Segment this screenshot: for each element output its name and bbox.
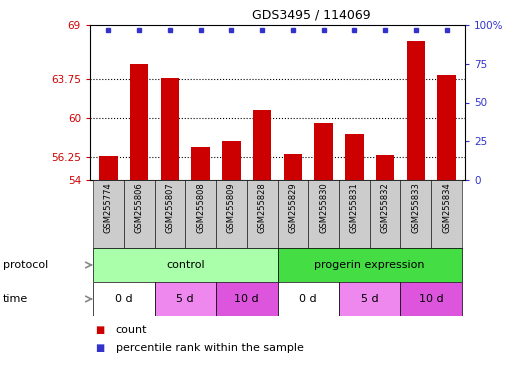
Bar — [284, 154, 302, 180]
Text: 10 d: 10 d — [419, 294, 444, 304]
Text: GSM255830: GSM255830 — [319, 182, 328, 233]
Text: GSM255809: GSM255809 — [227, 182, 236, 233]
Bar — [130, 64, 148, 180]
Bar — [401, 282, 462, 316]
Text: control: control — [166, 260, 205, 270]
Text: GSM255806: GSM255806 — [135, 182, 144, 233]
Bar — [216, 180, 247, 248]
Text: ■: ■ — [95, 343, 104, 353]
Text: GSM255833: GSM255833 — [411, 182, 420, 233]
Text: time: time — [3, 294, 28, 304]
Bar — [278, 180, 308, 248]
Text: 0 d: 0 d — [300, 294, 317, 304]
Bar — [216, 282, 278, 316]
Text: GSM255834: GSM255834 — [442, 182, 451, 233]
Text: GSM255807: GSM255807 — [165, 182, 174, 233]
Text: GSM255829: GSM255829 — [288, 182, 298, 233]
Bar — [93, 180, 124, 248]
Bar — [222, 141, 241, 180]
Bar — [278, 282, 339, 316]
Text: count: count — [115, 325, 147, 335]
Text: 5 d: 5 d — [176, 294, 194, 304]
Text: 0 d: 0 d — [115, 294, 133, 304]
Bar — [339, 282, 401, 316]
Text: protocol: protocol — [3, 260, 48, 270]
Bar — [376, 155, 394, 180]
Bar — [161, 78, 179, 180]
Bar — [438, 74, 456, 180]
Bar — [93, 282, 154, 316]
Text: GDS3495 / 114069: GDS3495 / 114069 — [252, 8, 370, 21]
Text: GSM255774: GSM255774 — [104, 182, 113, 233]
Text: 10 d: 10 d — [234, 294, 259, 304]
Bar — [247, 180, 278, 248]
Bar — [407, 40, 425, 180]
Bar — [401, 180, 431, 248]
Bar — [431, 180, 462, 248]
Text: percentile rank within the sample: percentile rank within the sample — [115, 343, 304, 353]
Bar — [308, 180, 339, 248]
Bar — [370, 180, 401, 248]
Text: 5 d: 5 d — [361, 294, 379, 304]
Bar — [185, 180, 216, 248]
Text: GSM255831: GSM255831 — [350, 182, 359, 233]
Bar — [93, 248, 278, 282]
Text: GSM255828: GSM255828 — [258, 182, 267, 233]
Text: GSM255808: GSM255808 — [196, 182, 205, 233]
Bar — [154, 180, 185, 248]
Bar — [345, 134, 364, 180]
Bar — [99, 156, 117, 180]
Text: GSM255832: GSM255832 — [381, 182, 389, 233]
Text: progerin expression: progerin expression — [314, 260, 425, 270]
Text: ■: ■ — [95, 325, 104, 335]
Bar — [154, 282, 216, 316]
Bar — [278, 248, 462, 282]
Bar — [253, 110, 271, 180]
Bar — [124, 180, 154, 248]
Bar — [314, 123, 333, 180]
Bar — [339, 180, 370, 248]
Bar — [191, 147, 210, 180]
